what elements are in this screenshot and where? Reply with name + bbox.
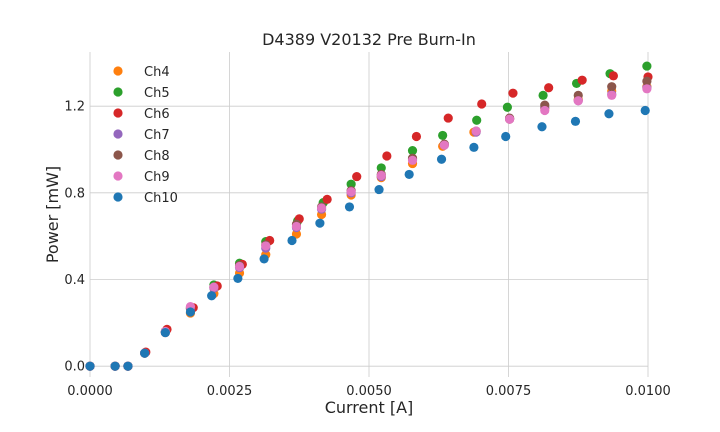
- data-point: [411, 131, 422, 142]
- data-point: [608, 71, 619, 81]
- legend-item-ch6: Ch6: [113, 107, 170, 122]
- legend-marker: [113, 129, 123, 139]
- data-point: [604, 109, 614, 119]
- data-point: [85, 361, 95, 371]
- data-point: [110, 361, 120, 371]
- legend-label: Ch9: [144, 170, 170, 185]
- legend-item-ch8: Ch8: [113, 149, 170, 164]
- data-point: [642, 76, 652, 86]
- data-point: [287, 235, 297, 246]
- data-point: [436, 154, 447, 164]
- legend-item-ch4: Ch4: [113, 65, 170, 80]
- data-point: [209, 282, 219, 292]
- series-ch10: [85, 105, 650, 371]
- y-tick-label: 1.2: [64, 100, 85, 115]
- data-point: [316, 203, 327, 213]
- data-point: [160, 327, 170, 338]
- data-point: [407, 155, 418, 165]
- data-point: [443, 113, 453, 123]
- data-point: [259, 254, 269, 264]
- legend-item-ch9: Ch9: [113, 170, 170, 185]
- data-point: [538, 90, 548, 100]
- x-axis-label: Current [A]: [325, 398, 414, 417]
- data-point: [315, 218, 325, 228]
- data-point: [607, 82, 617, 92]
- legend-label: Ch6: [144, 107, 170, 122]
- data-point: [502, 102, 512, 112]
- data-point: [501, 131, 511, 142]
- legend-marker: [113, 150, 123, 160]
- data-point: [469, 142, 479, 152]
- legend-label: Ch4: [144, 65, 170, 80]
- data-point: [404, 169, 414, 180]
- data-point: [577, 75, 587, 85]
- data-point: [291, 229, 302, 239]
- data-point: [344, 202, 355, 212]
- data-point: [185, 307, 196, 317]
- data-point: [352, 171, 362, 182]
- legend-marker: [113, 192, 123, 202]
- y-tick-label: 0.0: [64, 360, 85, 375]
- data-point: [540, 105, 550, 116]
- chart-title: D4389 V20132 Pre Burn-In: [262, 30, 476, 49]
- legend-item-ch10: Ch10: [113, 191, 178, 206]
- data-point: [374, 184, 384, 195]
- legend-marker: [113, 108, 123, 118]
- data-point: [376, 170, 386, 181]
- data-point: [642, 61, 652, 71]
- legend-marker: [113, 87, 123, 97]
- data-point: [207, 291, 217, 301]
- data-point: [472, 115, 482, 125]
- data-point: [234, 261, 245, 272]
- legend-label: Ch10: [144, 191, 178, 206]
- y-tick-label: 0.8: [64, 186, 85, 201]
- legend-label: Ch7: [144, 128, 170, 143]
- y-axis-ticks: 0.0 0.4 0.8 1.2: [64, 100, 85, 375]
- data-points: [85, 61, 653, 371]
- legend-marker: [113, 66, 123, 76]
- legend-label: Ch8: [144, 149, 170, 164]
- data-point: [642, 84, 652, 94]
- data-point: [233, 273, 243, 284]
- y-tick-label: 0.4: [64, 273, 85, 288]
- data-point: [291, 221, 302, 232]
- data-point: [261, 241, 271, 251]
- x-axis-ticks: 0.0000 0.0025 0.0050 0.0075 0.0100: [67, 384, 671, 399]
- x-tick-label: 0.0050: [346, 384, 392, 399]
- legend-label: Ch5: [144, 86, 170, 101]
- data-point: [322, 194, 332, 204]
- x-tick-label: 0.0075: [486, 384, 532, 399]
- legend-marker: [113, 171, 123, 181]
- data-point: [505, 114, 515, 124]
- data-point: [537, 122, 547, 132]
- data-point: [439, 140, 449, 150]
- legend-item-ch7: Ch7: [113, 128, 170, 143]
- data-point: [376, 163, 386, 173]
- data-point: [640, 105, 650, 116]
- data-point: [407, 145, 418, 156]
- data-point: [346, 179, 356, 189]
- data-point: [140, 348, 150, 358]
- y-axis-label: Power [mW]: [43, 166, 62, 263]
- data-point: [544, 83, 554, 93]
- data-point: [607, 90, 617, 100]
- x-tick-label: 0.0000: [67, 384, 113, 399]
- data-point: [570, 116, 581, 126]
- data-point: [471, 126, 481, 136]
- x-tick-label: 0.0100: [625, 384, 671, 399]
- data-point: [508, 88, 518, 98]
- data-point: [438, 130, 448, 141]
- grid: [89, 52, 649, 377]
- legend: Ch4 Ch5 Ch6 Ch7 Ch8 Ch9 Ch10: [113, 65, 178, 206]
- data-point: [123, 361, 133, 371]
- data-point: [382, 151, 392, 161]
- data-point: [346, 187, 356, 197]
- data-point: [573, 96, 583, 106]
- plot-area: [85, 52, 653, 377]
- x-tick-label: 0.0025: [207, 384, 253, 399]
- legend-item-ch5: Ch5: [113, 86, 170, 101]
- data-point: [477, 99, 487, 109]
